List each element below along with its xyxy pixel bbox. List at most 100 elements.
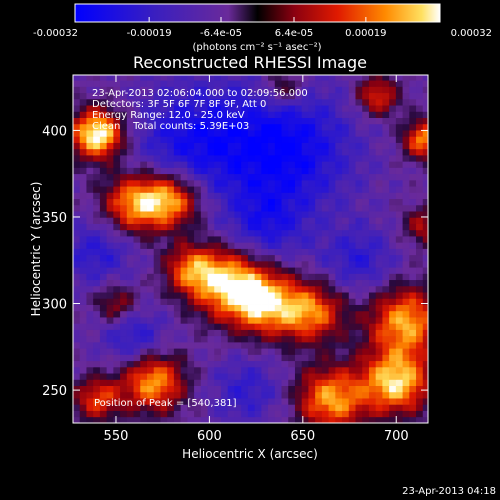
heatmap-cell: [294, 416, 303, 423]
heatmap-cell: [99, 360, 108, 368]
heatmap-cell: [422, 105, 428, 112]
heatmap-cell: [281, 173, 289, 181]
heatmap-cell: [73, 86, 81, 94]
heatmap-cell: [355, 117, 363, 125]
heatmap-cell: [422, 317, 428, 324]
heatmap-cell: [328, 360, 336, 368]
heatmap-cell: [355, 317, 363, 324]
heatmap-cell: [301, 117, 309, 125]
heatmap-cell: [362, 398, 370, 405]
heatmap-cell: [120, 136, 128, 143]
heatmap-cell: [301, 179, 309, 187]
heatmap-cell: [73, 385, 81, 393]
heatmap-cell: [268, 410, 276, 418]
heatmap-cell: [153, 92, 161, 100]
heatmap-cell: [187, 341, 195, 349]
heatmap-cell: [395, 329, 403, 337]
heatmap-cell: [355, 391, 363, 399]
heatmap-cell: [247, 173, 256, 181]
heatmap-cell: [294, 317, 303, 324]
heatmap-cell: [113, 167, 121, 175]
heatmap-cell: [281, 410, 289, 418]
heatmap-cell: [187, 229, 195, 237]
heatmap-cell: [348, 92, 356, 100]
heatmap-cell: [133, 298, 141, 305]
heatmap-cell: [288, 410, 296, 418]
heatmap-cell: [167, 248, 175, 256]
heatmap-cell: [227, 80, 235, 87]
heatmap-cell: [389, 198, 397, 206]
heatmap-cell: [153, 354, 161, 362]
heatmap-cell: [368, 267, 377, 274]
heatmap-cell: [368, 248, 377, 256]
heatmap-cell: [362, 323, 370, 330]
heatmap-cell: [241, 385, 249, 393]
heatmap-cell: [113, 136, 121, 143]
heatmap-cell: [268, 379, 276, 386]
heatmap-cell: [167, 92, 175, 100]
heatmap-cell: [416, 111, 424, 118]
heatmap-cell: [73, 410, 81, 418]
heatmap-cell: [268, 173, 276, 181]
heatmap-cell: [220, 123, 229, 131]
heatmap-cell: [268, 273, 276, 281]
heatmap-cell: [416, 204, 424, 212]
heatmap-cell: [308, 86, 316, 94]
heatmap-cell: [234, 273, 242, 281]
heatmap-cell: [274, 136, 282, 143]
heatmap-cell: [234, 80, 242, 87]
heatmap-cell: [382, 130, 390, 137]
heatmap-cell: [241, 86, 249, 94]
heatmap-cell: [120, 267, 128, 274]
heatmap-cell: [133, 75, 141, 81]
heatmap-cell: [395, 416, 403, 423]
heatmap-cell: [247, 260, 256, 268]
heatmap-cell: [328, 204, 336, 212]
heatmap-cell: [180, 136, 188, 143]
heatmap-cell: [234, 335, 242, 343]
heatmap-cell: [301, 92, 309, 100]
heatmap-cell: [315, 198, 323, 206]
heatmap-cell: [133, 179, 141, 187]
heatmap-cell: [99, 242, 108, 249]
heatmap-cell: [207, 186, 215, 193]
heatmap-cell: [214, 329, 222, 337]
heatmap-cell: [288, 204, 296, 212]
heatmap-cell: [160, 366, 168, 374]
heatmap-cell: [234, 242, 242, 249]
heatmap-cell: [281, 161, 289, 168]
heatmap-cell: [375, 404, 383, 411]
heatmap-cell: [173, 348, 182, 355]
heatmap-cell: [315, 379, 323, 386]
heatmap-cell: [140, 117, 148, 125]
heatmap-cell: [375, 304, 383, 312]
heatmap-cell: [328, 366, 336, 374]
heatmap-cell: [335, 154, 343, 162]
heatmap-cell: [79, 136, 87, 143]
heatmap-cell: [113, 242, 121, 249]
heatmap-cell: [86, 204, 94, 212]
heatmap-cell: [355, 285, 363, 293]
heatmap-cell: [328, 273, 336, 281]
heatmap-cell: [200, 123, 208, 131]
heatmap-cell: [73, 354, 81, 362]
heatmap-cell: [167, 292, 175, 299]
heatmap-cell: [422, 260, 428, 268]
heatmap-cell: [375, 130, 383, 137]
heatmap-cell: [416, 105, 424, 112]
heatmap-cell: [315, 292, 323, 299]
heatmap-cell: [395, 80, 403, 87]
heatmap-cell: [308, 317, 316, 324]
heatmap-cell: [86, 348, 94, 355]
heatmap-cell: [395, 273, 403, 281]
heatmap-cell: [268, 391, 276, 399]
heatmap-cell: [301, 285, 309, 293]
heatmap-cell: [153, 304, 161, 312]
heatmap-cell: [395, 398, 403, 405]
heatmap-cell: [234, 329, 242, 337]
heatmap-cell: [99, 304, 108, 312]
heatmap-cell: [220, 304, 229, 312]
heatmap-cell: [93, 398, 101, 405]
heatmap-cell: [93, 167, 101, 175]
heatmap-cell: [254, 335, 262, 343]
